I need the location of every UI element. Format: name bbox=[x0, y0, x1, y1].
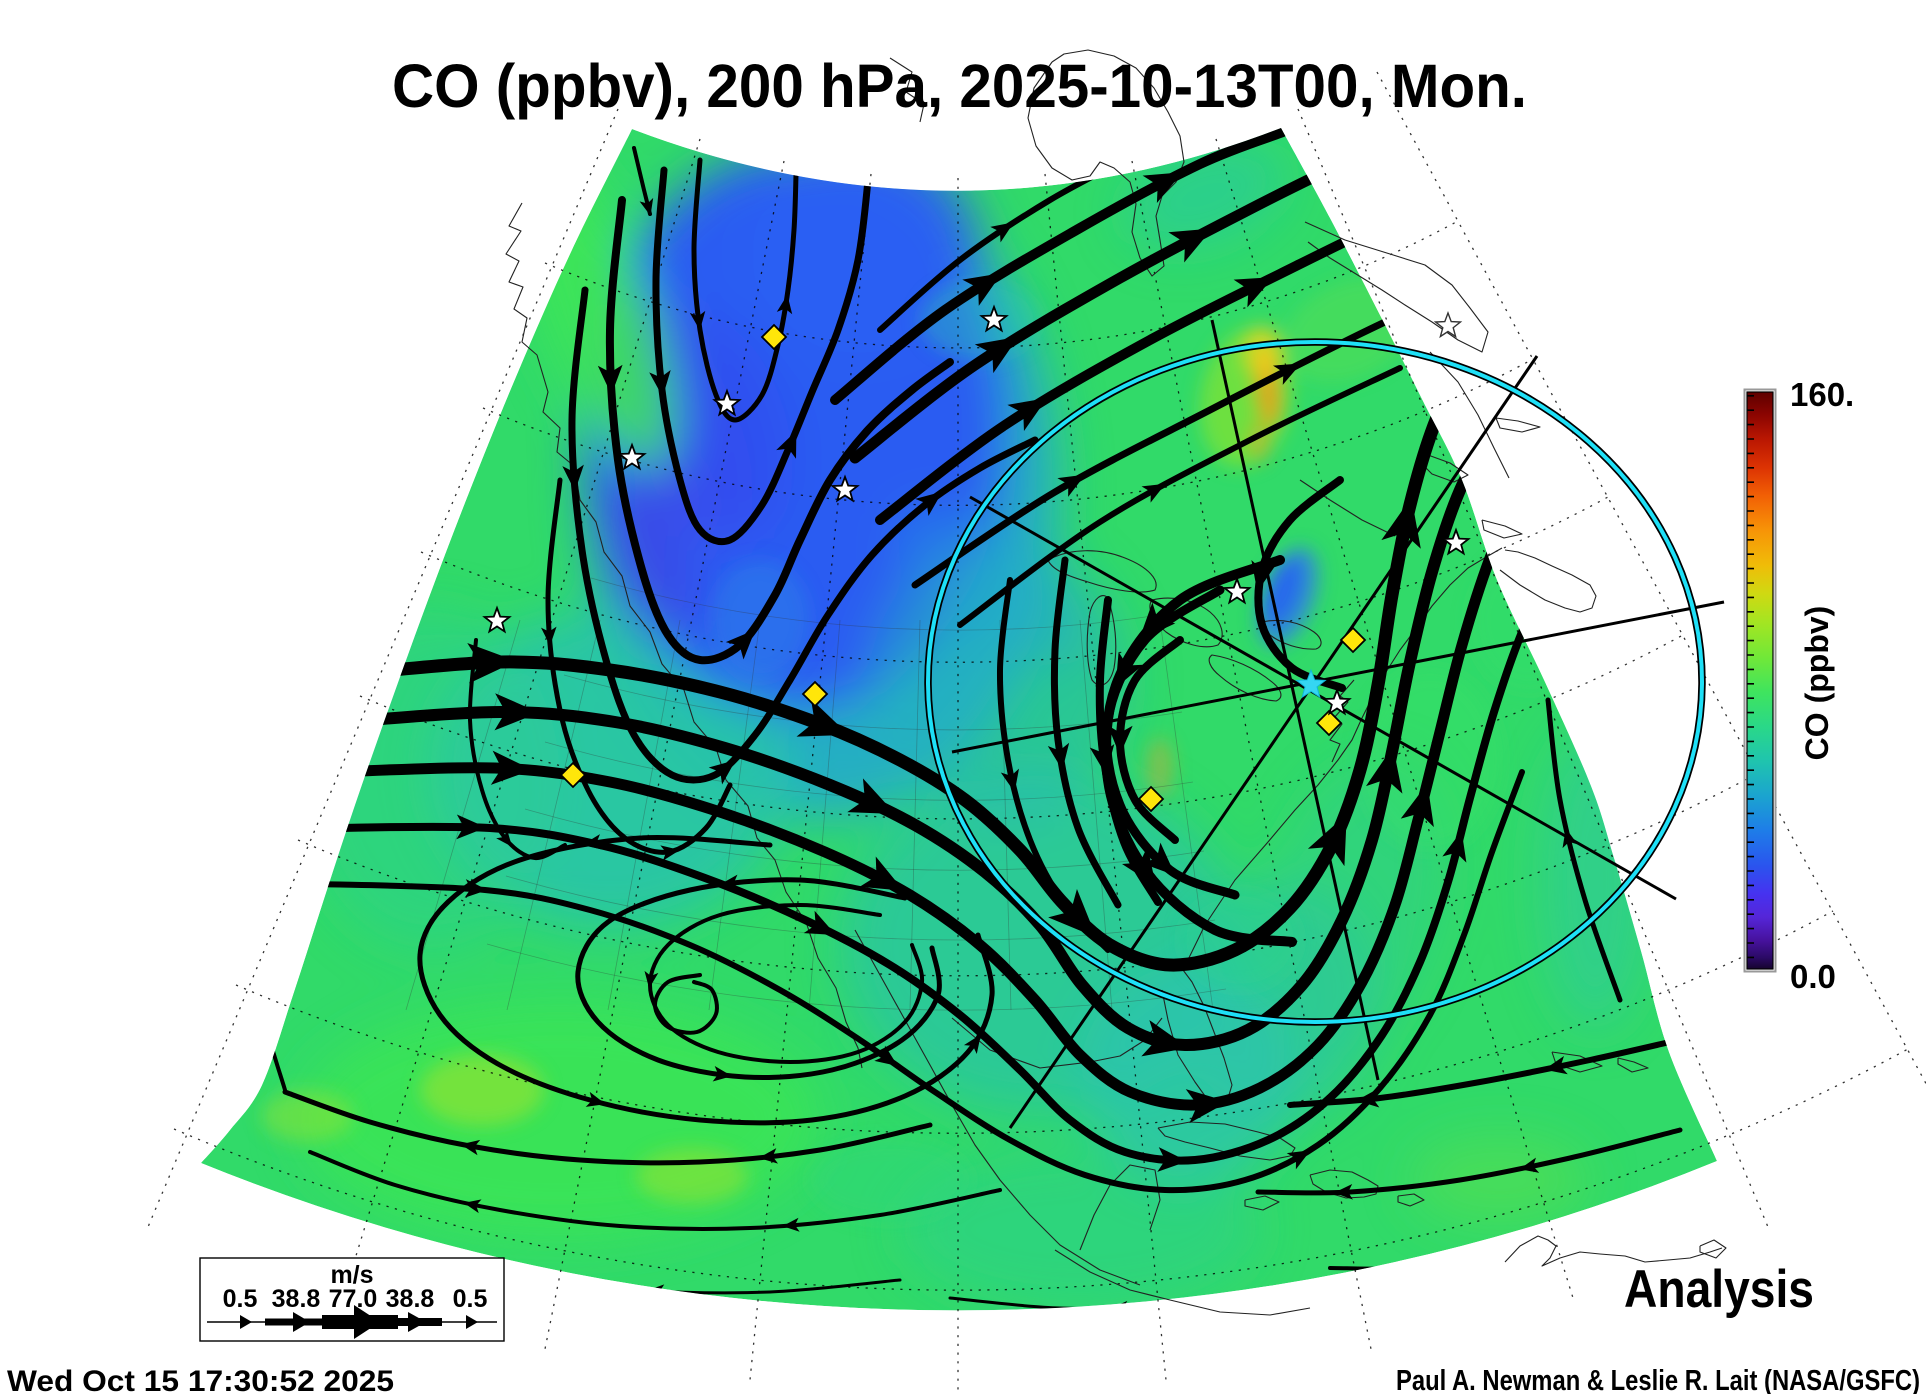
svg-text:38.8: 38.8 bbox=[386, 1285, 435, 1313]
svg-text:160.: 160. bbox=[1790, 376, 1854, 413]
svg-text:38.8: 38.8 bbox=[272, 1285, 321, 1313]
svg-text:0.0: 0.0 bbox=[1790, 958, 1836, 995]
svg-text:Wed Oct 15 17:30:52 2025: Wed Oct 15 17:30:52 2025 bbox=[7, 1365, 394, 1394]
svg-text:CO (ppbv): CO (ppbv) bbox=[1799, 606, 1835, 761]
svg-text:0.5: 0.5 bbox=[453, 1285, 488, 1313]
svg-text:Paul A. Newman & Leslie R. Lai: Paul A. Newman & Leslie R. Lait (NASA/GS… bbox=[1396, 1365, 1920, 1394]
svg-text:m/s: m/s bbox=[330, 1261, 373, 1289]
svg-text:CO (ppbv), 200 hPa, 2025-10-13: CO (ppbv), 200 hPa, 2025-10-13T00, Mon. bbox=[392, 52, 1527, 120]
svg-text:Analysis: Analysis bbox=[1624, 1260, 1814, 1319]
svg-text:0.5: 0.5 bbox=[223, 1285, 258, 1313]
svg-text:77.0: 77.0 bbox=[329, 1285, 378, 1313]
